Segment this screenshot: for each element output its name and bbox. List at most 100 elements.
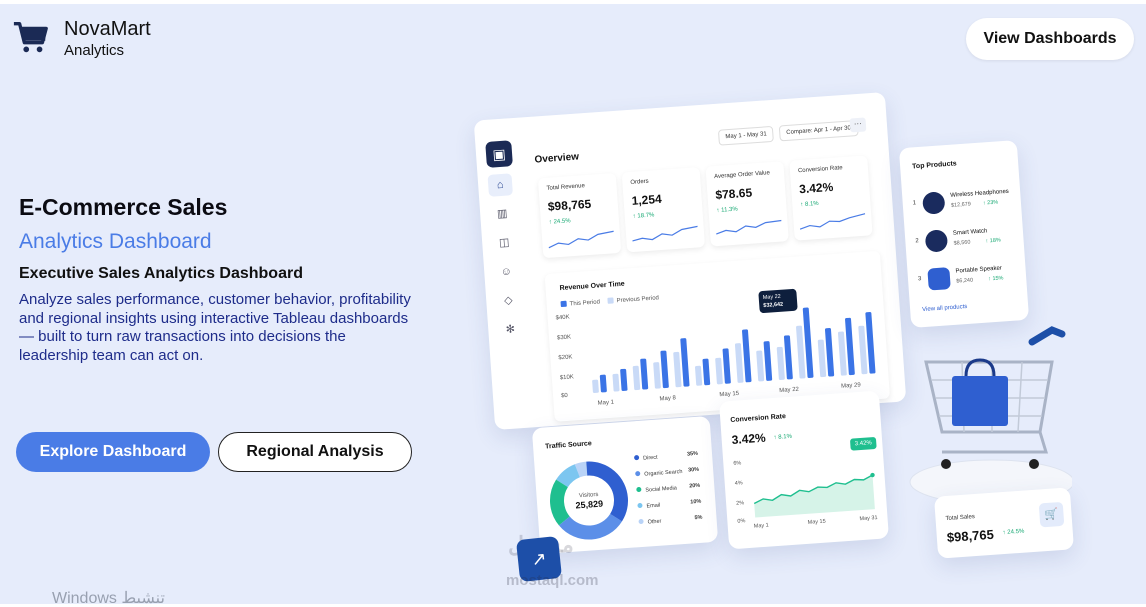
y-tick: 6% (733, 460, 742, 467)
revenue-chart-card: Revenue Over Time This Period Previous P… (544, 250, 891, 422)
traffic-source-pct: 5% (694, 514, 703, 522)
brand-name: NovaMart (64, 18, 151, 40)
y-tick: $20K (558, 354, 573, 362)
cart-icon: 🛒 (1038, 501, 1065, 528)
kpi-label: Conversion Rate (797, 165, 843, 175)
speaker-icon (927, 267, 951, 291)
kpi-value: $98,765 (547, 196, 592, 214)
explore-dashboard-button[interactable]: Explore Dashboard (16, 432, 210, 472)
traffic-source-name: Other (647, 518, 662, 526)
donut-center-label: Visitors (579, 492, 599, 499)
bar-previous-period (756, 350, 765, 382)
kpi-label: Total Revenue (546, 183, 586, 192)
y-tick: 0% (737, 518, 746, 525)
revenue-tooltip: May 22 $32,642 (758, 288, 798, 314)
bar-this-period (722, 348, 731, 384)
y-tick: $30K (556, 334, 572, 342)
x-tick: May 1 (753, 522, 769, 530)
view-all-products-link[interactable]: View all products (921, 303, 968, 314)
bar-this-period (620, 368, 628, 391)
revenue-bars (592, 307, 876, 393)
traffic-source-pct: 30% (687, 466, 700, 474)
x-tick: May 22 (779, 386, 800, 395)
tag-icon: ◇ (503, 294, 513, 308)
hero-section: E-Commerce Sales Analytics Dashboard Exe… (19, 194, 419, 365)
legend-dot (636, 486, 642, 493)
kpi-card: Average Order Value $78.65 ↑ 11.3% (705, 161, 789, 247)
overview-title: Overview (534, 151, 580, 166)
donut-slice (549, 461, 628, 540)
product-name: Smart Watch (952, 228, 988, 237)
gear-icon: ✻ (505, 323, 516, 337)
bar-this-period (660, 350, 669, 389)
conversion-line (753, 474, 873, 505)
x-tick: May 15 (807, 518, 826, 526)
watermark-domain: mostaql.com (506, 572, 599, 589)
shopping-cart-illustration (909, 326, 1072, 505)
total-sales-label: Total Sales (945, 514, 976, 523)
traffic-legend-item: Other 5% (638, 514, 708, 526)
bar-this-period (865, 311, 876, 374)
users-icon: ☺ (500, 265, 513, 279)
traffic-source-name: Direct (642, 454, 658, 462)
bar-this-period (783, 335, 793, 380)
product-price: $8,560 (953, 239, 971, 247)
legend-swatch (560, 300, 567, 308)
bar-this-period (824, 328, 835, 377)
product-change: ↑ 23% (982, 199, 999, 207)
overview-mockup-card: ▣ ⌂ ▥ ◫ ☺ ◇ ✻ Overview May 1 - May 31 Co… (473, 92, 907, 430)
sparkline (632, 225, 698, 242)
kpi-card: Total Revenue $98,765 ↑ 24.5% (537, 172, 622, 259)
bag-icon: ◫ (498, 236, 510, 250)
traffic-legend-item: Social Media 20% (636, 482, 706, 494)
bar-this-period (599, 374, 607, 393)
kpi-change: ↑ 18.7% (632, 212, 655, 220)
tooltip-value: $32,642 (763, 301, 784, 309)
view-dashboards-button[interactable]: View Dashboards (966, 18, 1134, 60)
product-change: ↑ 15% (988, 275, 1004, 283)
product-item: 1 Wireless Headphones $12,679 ↑ 23% (912, 183, 1014, 220)
x-tick: May 1 (597, 399, 615, 407)
product-rank: 3 (917, 276, 922, 283)
x-tick: May 8 (659, 395, 677, 403)
bar-previous-period (837, 331, 847, 376)
bar-previous-period (592, 379, 599, 393)
mockup-sidebar: ▣ ⌂ ▥ ◫ ☺ ◇ ✻ (485, 140, 527, 341)
hero-heading: Executive Sales Analytics Dashboard (19, 265, 303, 282)
product-rank: 1 (912, 200, 917, 207)
traffic-source-pct: 35% (686, 450, 699, 458)
bar-previous-period (734, 343, 744, 383)
more-icon: ··· (849, 117, 867, 133)
landing-page: NovaMart Analytics View Dashboards E-Com… (0, 4, 1146, 604)
bar-previous-period (653, 362, 661, 389)
bar-this-period (763, 341, 773, 381)
conversion-area (754, 475, 875, 518)
traffic-source-card: Traffic Source Visitors 25,829 Direct 35%… (531, 415, 719, 555)
bag-logo-icon: ▣ (485, 140, 513, 168)
product-name: Portable Speaker (955, 265, 1003, 275)
traffic-legend-item: Email 10% (637, 498, 707, 510)
traffic-source-name: Social Media (645, 485, 678, 494)
brand[interactable]: NovaMart Analytics (12, 18, 151, 59)
y-tick: 4% (734, 480, 743, 487)
date-range: May 1 - May 31 (717, 125, 775, 146)
traffic-donut-chart: Visitors 25,829 (549, 461, 628, 540)
product-price: $6,240 (956, 277, 974, 285)
kpi-value: $78.65 (714, 185, 753, 203)
hero-subtitle: Analytics Dashboard (19, 230, 212, 253)
legend-dot (637, 502, 643, 509)
sparkline (715, 219, 782, 235)
bar-previous-period (695, 365, 703, 386)
traffic-source-name: Email (646, 502, 661, 510)
kpi-change: ↑ 24.5% (548, 218, 571, 226)
y-tick: 2% (735, 500, 745, 507)
hero-title: E-Commerce Sales (19, 194, 228, 220)
kpi-value: 3.42% (798, 179, 834, 197)
conversion-line-chart (753, 472, 875, 518)
legend-dot (638, 518, 644, 525)
regional-analysis-button[interactable]: Regional Analysis (218, 432, 412, 472)
compare-range: Compare: Apr 1 - Apr 30 (778, 119, 859, 142)
bar-previous-period (796, 325, 806, 379)
top-products-title: Top Products (911, 160, 957, 171)
product-item: 2 Smart Watch $8,560 ↑ 18% (914, 220, 1016, 257)
